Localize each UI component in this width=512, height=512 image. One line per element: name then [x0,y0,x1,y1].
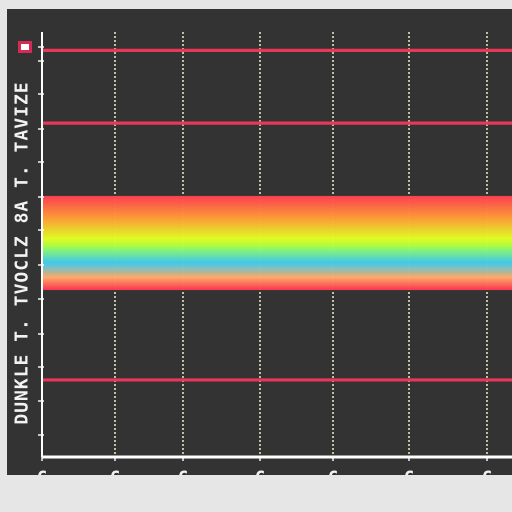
x-tick-label-3: C [178,468,188,475]
x-tick-label-7: C [482,468,492,475]
chart-screen: C C C C C C C DUNKLE T. TVOCLZ 8A T. TAVIZE [7,9,512,475]
heatmap-band [43,195,512,291]
x-tick-label-4: C [255,468,265,475]
x-tick-label-1: C [37,468,47,475]
x-tick-label-2: C [110,468,120,475]
axis-layer [38,32,512,459]
x-tick-label-6: C [404,468,414,475]
heatmap-band-glow [43,247,512,271]
corner-marker [18,41,32,53]
band-layer [43,195,512,291]
x-tick-label-5: C [328,468,338,475]
y-axis-label: DUNKLE T. TVOCLZ 8A T. TAVIZE [11,81,33,425]
y-axis-label-container: DUNKLE T. TVOCLZ 8A T. TAVIZE [9,33,35,473]
line-layer [41,48,512,382]
tick-layer: CCCCCCC [37,457,492,475]
heatmap-chart: CCCCCCC [37,32,512,475]
